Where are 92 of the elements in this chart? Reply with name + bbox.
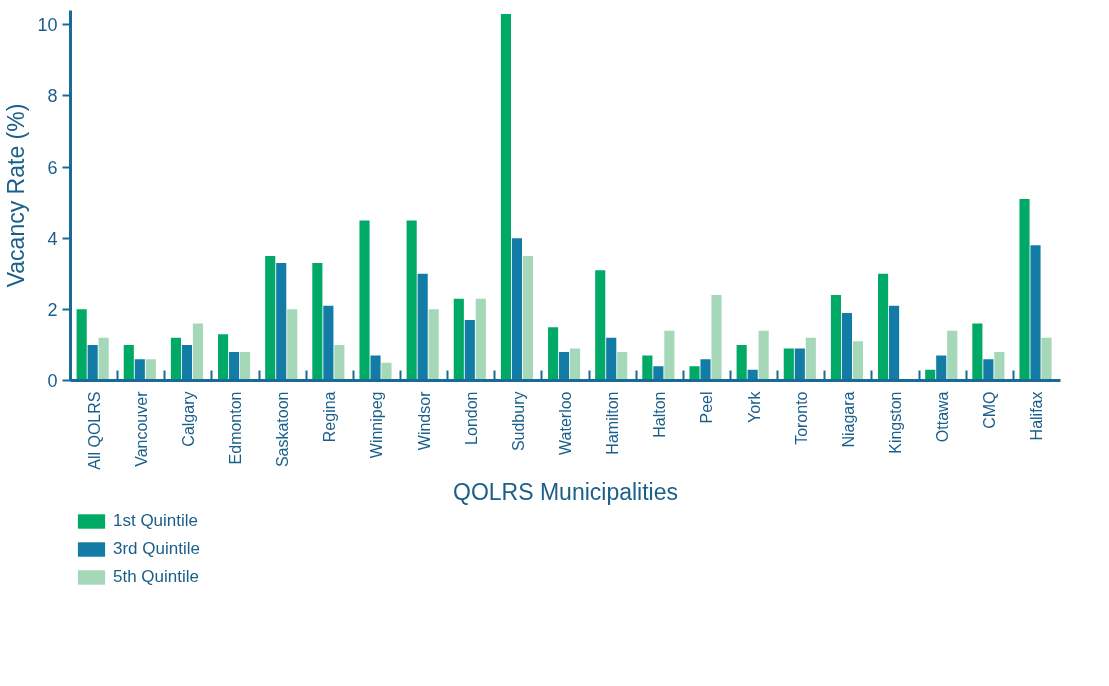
bar [783,348,794,381]
x-tick-label: Sudbury [509,391,527,452]
x-tick-label: Halifax [1028,391,1046,441]
bar [276,263,287,381]
x-tick-label: Winnipeg [368,391,386,459]
bar [229,352,240,381]
bar [1041,337,1052,381]
bar [606,337,617,381]
bar [98,337,109,381]
bar [736,344,747,381]
bar [475,298,486,381]
x-tick-label: Peel [698,391,716,424]
bar [617,352,628,381]
bar [464,320,475,381]
x-tick-label: CMQ [981,391,999,429]
bar [947,330,958,381]
bar [595,270,606,381]
bar [500,14,511,381]
bar [359,220,370,381]
legend-label: 3rd Quintile [113,539,200,559]
x-tick-label: Hamilton [604,391,622,455]
bar [548,327,559,381]
x-tick-label: Kingston [887,391,904,454]
bar [218,334,229,381]
bar [700,359,711,381]
bar [287,309,298,381]
bar [559,352,570,381]
bar [936,355,947,381]
bar [994,352,1005,381]
bar [1019,199,1030,381]
bar [689,366,700,381]
y-tick-label: 6 [47,157,58,178]
bar [406,220,417,381]
bar [417,273,428,381]
x-tick-label: London [462,391,480,445]
x-tick-label: Edmonton [227,391,244,465]
bar [312,263,323,381]
bar [145,359,156,381]
bar [240,352,251,381]
x-tick-label: Windsor [415,390,433,451]
bar [511,238,522,381]
bar [805,337,816,381]
bar [522,255,533,381]
x-tick-label: York [745,390,763,423]
x-tick-label: Regina [321,391,339,443]
x-axis-title: QOLRS Municipalities [453,478,678,505]
x-tick-label: Toronto [792,391,810,445]
y-axis-title: Vacancy Rate (%) [3,103,30,288]
x-tick-label: Saskatoon [274,391,292,468]
legend-label: 5th Quintile [113,567,199,587]
bar [570,348,581,381]
bar [192,323,203,381]
y-tick-label: 2 [47,299,58,320]
bar [830,295,841,381]
bar [334,344,345,381]
x-tick-label: Calgary [179,391,197,447]
bar [664,330,675,381]
bar [453,298,464,381]
bar [841,312,852,381]
bar [87,344,98,381]
x-tick-label: Waterloo [557,391,574,455]
bar [878,273,889,381]
x-tick-label: Ottawa [934,391,952,443]
bar [323,305,334,381]
bar [134,359,145,381]
bar [972,323,983,381]
bar [889,305,900,381]
bar [381,362,392,381]
bar [370,355,381,381]
bar [653,366,664,381]
y-tick-label: 0 [47,371,58,391]
bar [170,337,181,381]
legend-label: 1st Quintile [113,511,199,531]
bar [642,355,653,381]
bar [711,295,722,381]
bar [1030,245,1041,381]
bar [428,309,439,381]
bar [794,348,805,381]
x-tick-label: Vancouver [132,390,150,467]
bar [265,255,276,381]
y-tick-label: 10 [37,15,58,36]
x-tick-label: Niagara [839,391,857,448]
bar [983,359,994,381]
y-tick-label: 8 [47,86,58,107]
x-tick-label: All QOLRS [85,391,103,470]
x-tick-label: Halton [651,391,669,438]
bar [758,330,769,381]
bar [181,344,192,381]
bar [76,309,87,381]
bar [123,344,134,381]
y-tick-label: 4 [47,228,58,249]
bar [852,341,863,381]
